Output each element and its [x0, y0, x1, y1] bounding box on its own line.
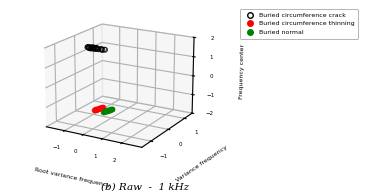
- Y-axis label: Variance frequency: Variance frequency: [176, 144, 229, 183]
- X-axis label: Root variance frequency: Root variance frequency: [34, 167, 110, 188]
- Legend: Buried circumference crack, Buried circumference thinning, Buried normal: Buried circumference crack, Buried circu…: [240, 9, 358, 39]
- Text: (b) Raw  -  1 kHz: (b) Raw - 1 kHz: [101, 182, 189, 191]
